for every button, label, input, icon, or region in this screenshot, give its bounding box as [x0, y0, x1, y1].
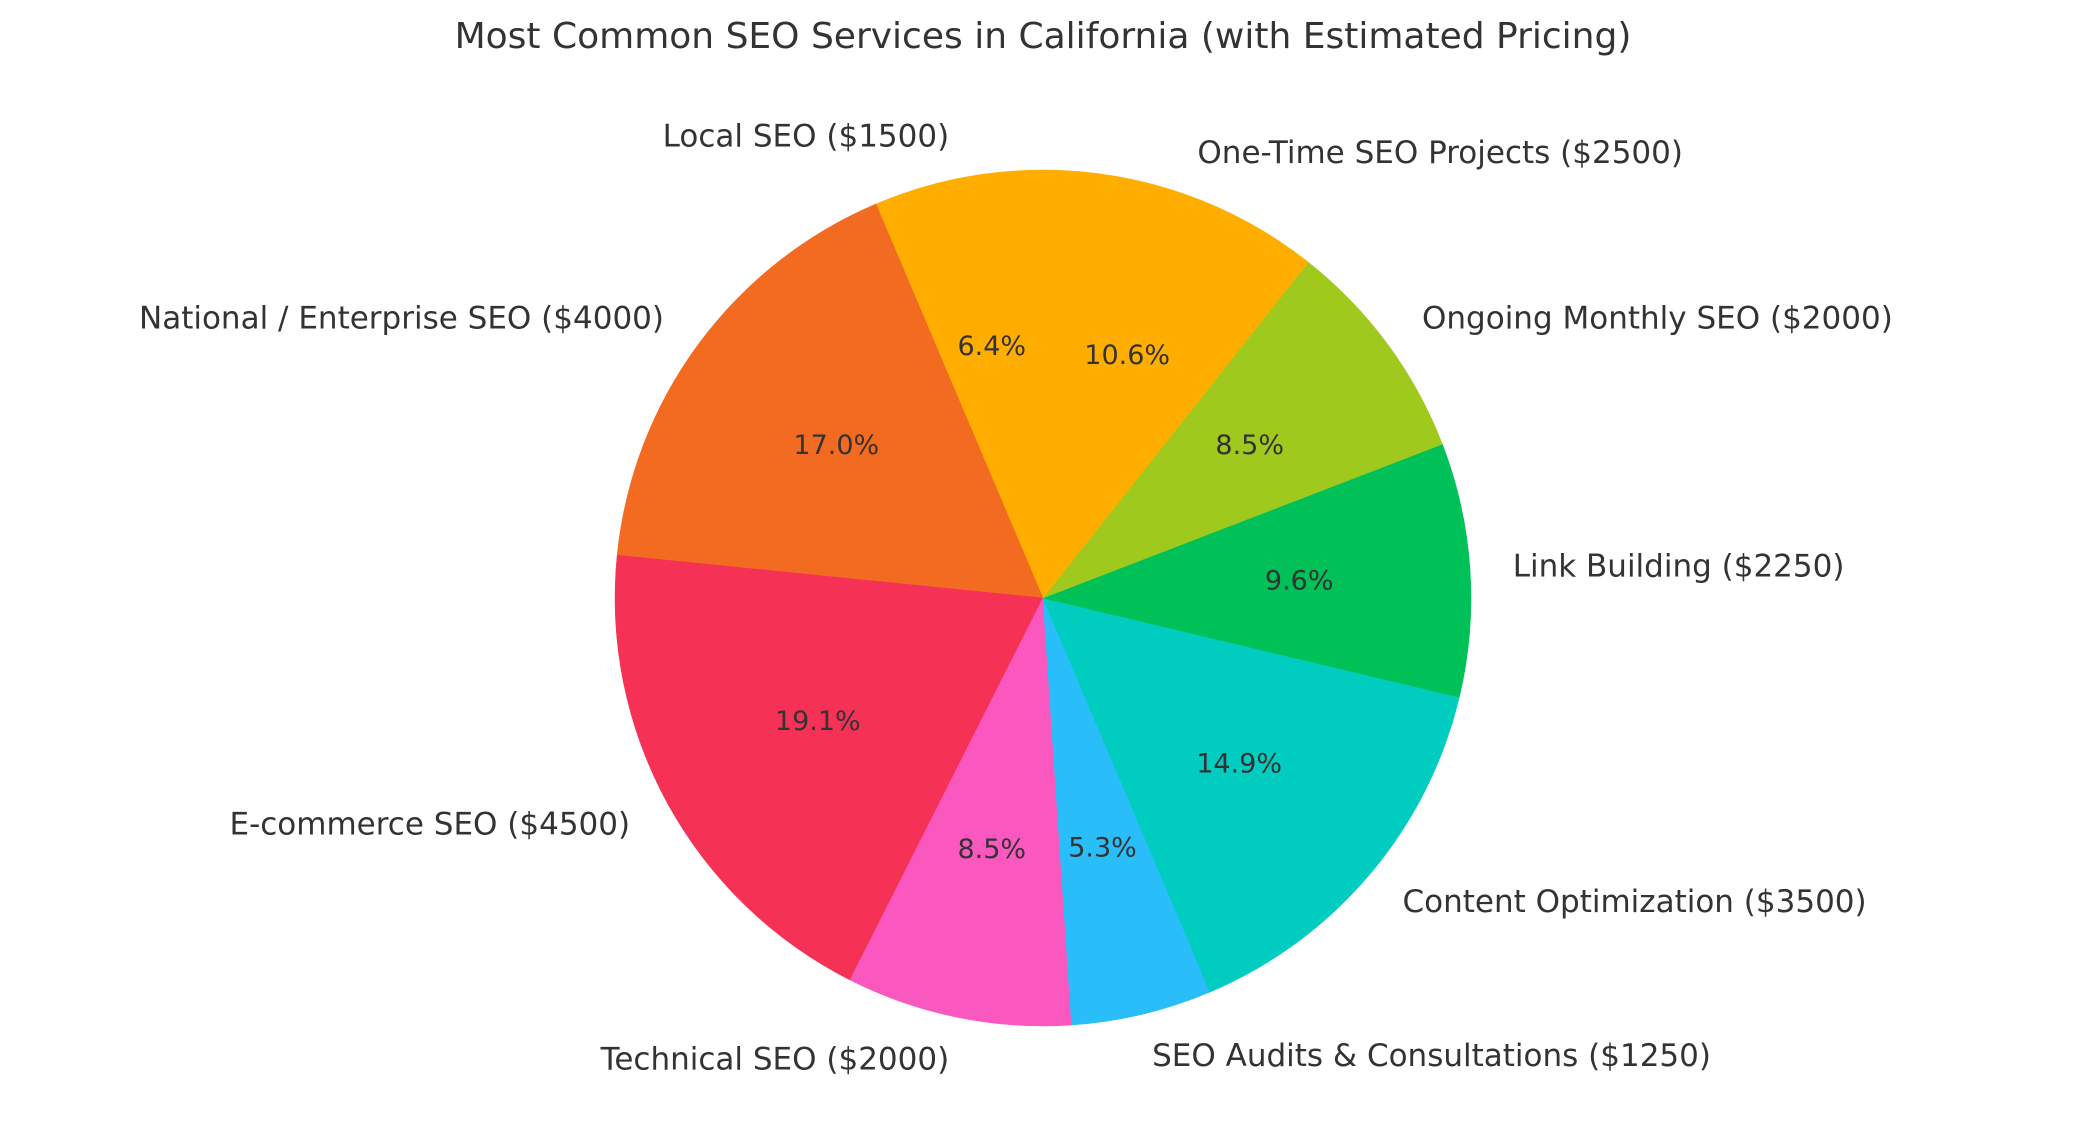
- percent-label: 8.5%: [1215, 430, 1284, 461]
- slice-label: Local SEO ($1500): [663, 119, 950, 155]
- percent-label: 17.0%: [793, 430, 879, 461]
- pie-slice: [1042, 169, 1309, 599]
- slice-label: Ongoing Monthly SEO ($2000): [1422, 301, 1893, 337]
- pie-slice: [1042, 597, 1211, 1026]
- percent-labels: 6.4% 17.0% 19.1% 8.5% 5.3% 14.9% 9.6% 8.5% 10.6%: [775, 331, 1334, 865]
- pie-slice: [616, 203, 1044, 599]
- pie-slice: [1042, 261, 1443, 599]
- slice-label: Technical SEO ($2000): [600, 1041, 950, 1077]
- percent-label: 6.4%: [957, 331, 1026, 362]
- pie-slices: [614, 169, 1472, 1027]
- percent-label: 8.5%: [957, 834, 1026, 865]
- pie-slice: [849, 597, 1072, 1027]
- slice-label: E-commerce SEO ($4500): [229, 806, 630, 842]
- pie-slice: [875, 169, 1044, 599]
- percent-label: 19.1%: [775, 706, 861, 737]
- slice-labels: Local SEO ($1500) National / Enterprise S…: [139, 119, 1893, 1078]
- chart-title: Most Common SEO Services in California (…: [455, 16, 1632, 57]
- percent-label: 10.6%: [1084, 340, 1170, 371]
- percent-label: 9.6%: [1265, 565, 1334, 596]
- percent-label: 14.9%: [1196, 748, 1282, 779]
- slice-label: Content Optimization ($3500): [1403, 884, 1867, 920]
- slice-label: Link Building ($2250): [1513, 549, 1845, 585]
- slice-label: One-Time SEO Projects ($2500): [1197, 135, 1683, 171]
- percent-label: 5.3%: [1068, 832, 1137, 863]
- pie-slice: [1042, 597, 1460, 993]
- slice-label: National / Enterprise SEO ($4000): [139, 301, 664, 337]
- slice-label: SEO Audits & Consultations ($1250): [1152, 1038, 1711, 1074]
- pie-slice: [614, 554, 1044, 981]
- pie-slice: [1042, 443, 1472, 698]
